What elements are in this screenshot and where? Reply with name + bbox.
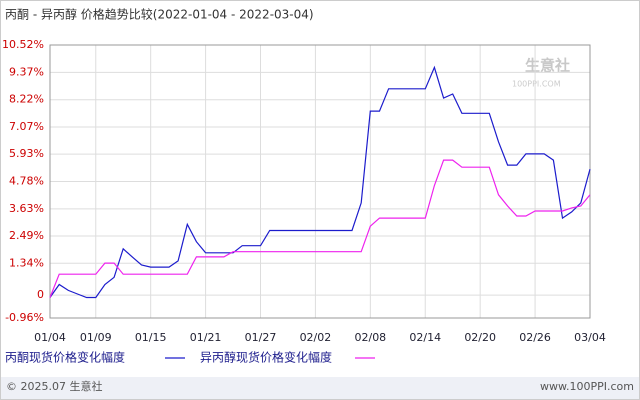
y-tick-label: 2.49% — [9, 229, 44, 242]
y-tick-label: 4.78% — [9, 175, 44, 188]
x-tick-label: 03/04 — [574, 331, 606, 344]
x-tick-label: 02/08 — [354, 331, 386, 344]
x-tick-label: 01/04 — [34, 331, 66, 344]
footer-left: © 2025.07 生意社 — [6, 379, 102, 393]
y-tick-label: 1.34% — [9, 256, 44, 269]
watermark: 生意社 — [525, 57, 570, 75]
y-tick-label: 3.63% — [9, 202, 44, 215]
y-tick-label: 0 — [37, 288, 44, 301]
x-tick-label: 02/20 — [464, 331, 496, 344]
footer-right: www.100PPI.com — [540, 380, 634, 393]
x-tick-label: 01/21 — [190, 331, 222, 344]
chart-title: 丙酮 - 异丙醇 价格趋势比较(2022-01-04 - 2022-03-04) — [5, 7, 314, 22]
y-tick-label: 5.93% — [9, 147, 44, 160]
x-tick-label: 02/02 — [300, 331, 332, 344]
plot-border — [49, 44, 591, 319]
watermark-sub: 100PPI.COM — [512, 80, 561, 89]
legend-label: 丙酮现货价格变化幅度 — [5, 350, 125, 365]
x-tick-label: 02/26 — [519, 331, 551, 344]
x-tick-label: 01/09 — [80, 331, 112, 344]
series-line — [49, 65, 591, 299]
y-tick-label: 10.52% — [2, 38, 44, 51]
y-tick-label: 9.37% — [9, 65, 44, 78]
legend-label: 异丙醇现货价格变化幅度 — [200, 350, 332, 365]
y-tick-label: 7.07% — [9, 120, 44, 133]
footer-band — [1, 377, 639, 399]
x-tick-label: 01/27 — [245, 331, 277, 344]
y-tick-label: -0.96% — [5, 311, 44, 324]
series-line — [49, 159, 591, 298]
x-tick-label: 02/14 — [409, 331, 441, 344]
y-tick-label: 8.22% — [9, 93, 44, 106]
x-tick-label: 01/15 — [135, 331, 167, 344]
